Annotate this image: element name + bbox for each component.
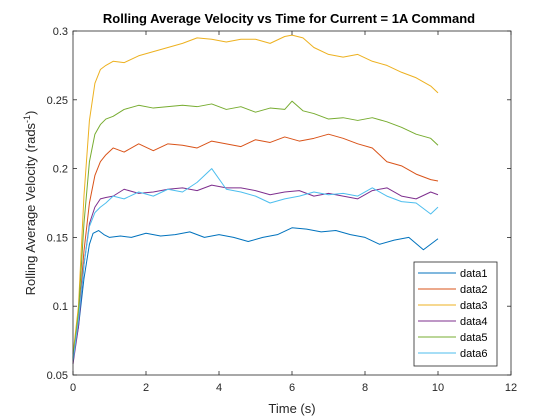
- y-tick-label: 0.2: [53, 164, 68, 176]
- x-tick-label: 4: [216, 382, 222, 394]
- y-axis-title-close: ): [23, 111, 38, 115]
- y-tick-label: 0.3: [53, 26, 68, 38]
- legend-label-data5: data5: [460, 332, 488, 344]
- legend-label-data6: data6: [460, 348, 488, 360]
- x-tick-label: 12: [505, 382, 517, 394]
- series-line-data3: [72, 34, 439, 355]
- y-tick-label: 0.25: [47, 95, 68, 107]
- y-axis-title: Rolling Average Velocity (rads-1): [22, 111, 38, 296]
- legend: data1 data2 data3 data4 data5 data6: [413, 261, 498, 367]
- legend-box: [413, 261, 498, 367]
- y-axis-title-main: Rolling Average Velocity (rads: [23, 122, 38, 295]
- x-tick-label: 8: [362, 382, 368, 394]
- y-axis-title-superscript: -1: [22, 115, 32, 123]
- legend-label-data1: data1: [460, 268, 488, 280]
- series-line-data1: [72, 227, 439, 359]
- x-tick-label: 10: [432, 382, 444, 394]
- legend-label-data4: data4: [460, 316, 488, 328]
- series-layer: [72, 34, 439, 365]
- y-tick-label: 0.15: [47, 232, 68, 244]
- x-axis-title: Time (s): [268, 401, 315, 416]
- legend-label-data3: data3: [460, 300, 488, 312]
- series-line-data6: [72, 168, 439, 362]
- y-tick-label: 0.1: [53, 301, 68, 313]
- series-line-data5: [72, 100, 439, 359]
- series-line-data4: [72, 184, 439, 365]
- axes-layer: 0 2 4 6 8 10 12 0.05 0.1 0.15 0.2 0.25 0.3: [47, 26, 518, 394]
- series-line-data2: [72, 133, 439, 362]
- chart-title: Rolling Average Velocity vs Time for Cur…: [103, 11, 475, 26]
- legend-label-data2: data2: [460, 284, 488, 296]
- y-tick-label: 0.05: [47, 370, 68, 382]
- x-tick-label: 0: [70, 382, 76, 394]
- x-tick-label: 6: [289, 382, 295, 394]
- x-tick-label: 2: [143, 382, 149, 394]
